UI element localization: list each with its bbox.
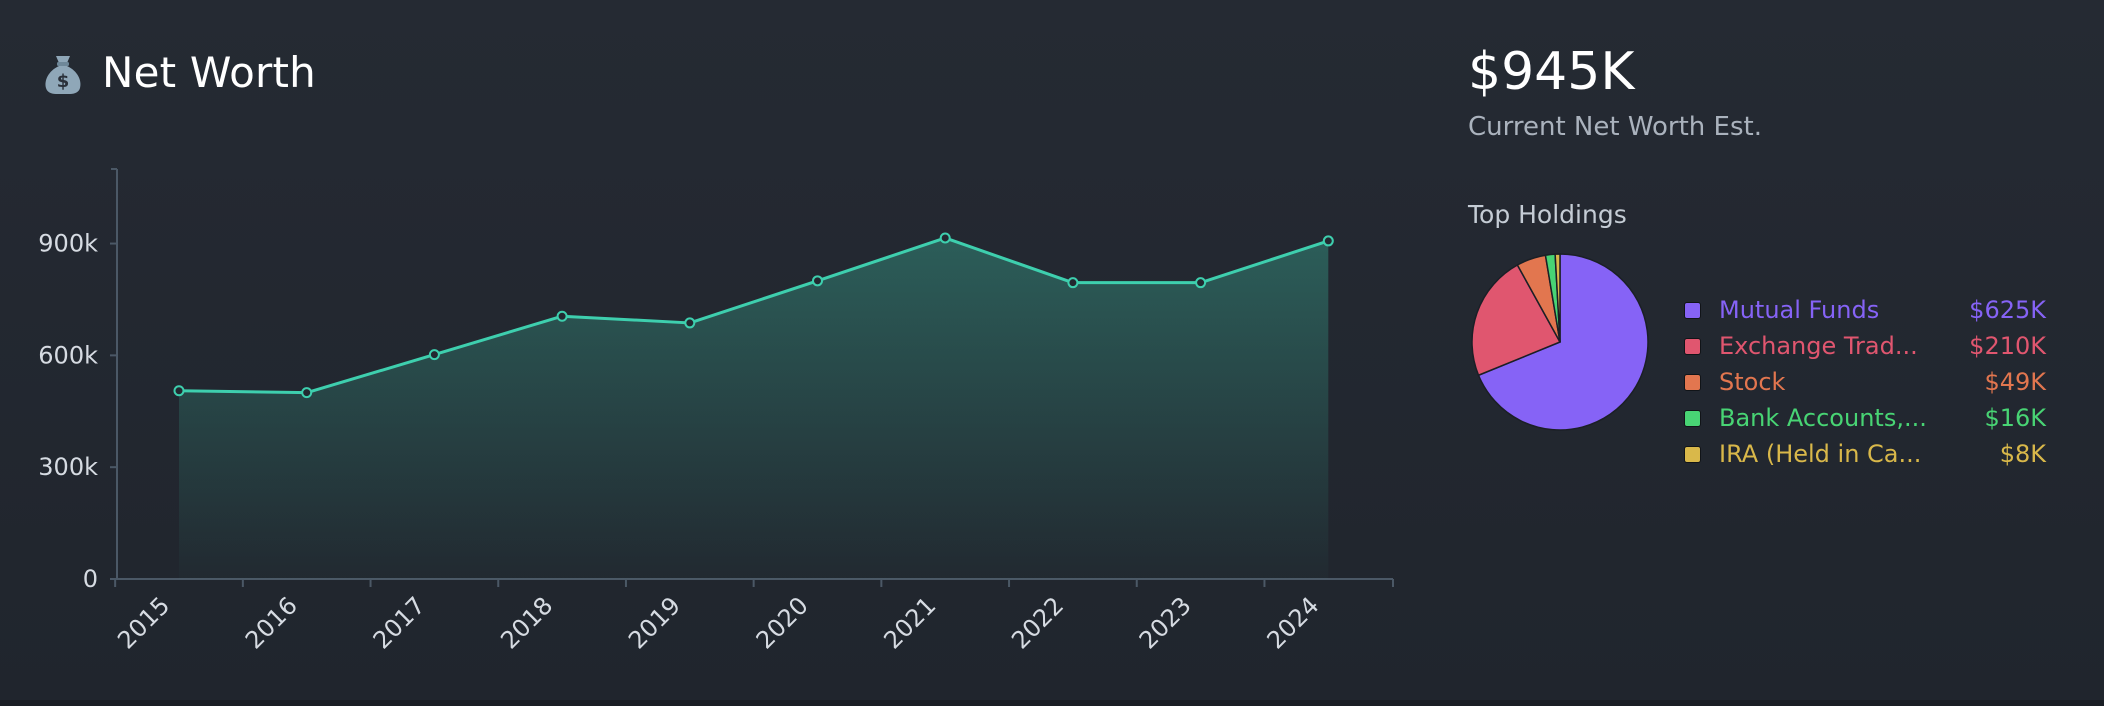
net-worth-caption: Current Net Worth Est. (1468, 112, 1762, 142)
y-tick-label: 900k (38, 230, 98, 258)
legend-value: $625K (1969, 296, 2046, 324)
holdings-title: Top Holdings (1468, 200, 1627, 229)
legend-label: Bank Accounts,... (1719, 404, 1927, 432)
x-tick-label: 2015 (112, 591, 175, 654)
data-point[interactable] (1067, 277, 1079, 289)
bottom-divider (0, 700, 2104, 706)
net-worth-line (178, 236, 1329, 395)
data-point[interactable] (684, 317, 696, 329)
data-point[interactable] (1322, 235, 1334, 247)
y-tick-label: 300k (38, 453, 98, 481)
money-bag-icon: $ (45, 55, 81, 94)
legend-swatch (1684, 301, 1701, 319)
legend-item[interactable]: IRA (Held in Ca... $8K (1684, 436, 2046, 472)
data-point[interactable] (301, 387, 313, 399)
pie-slice[interactable] (1471, 263, 1562, 377)
legend-swatch (1684, 445, 1701, 463)
x-tick-label: 2017 (368, 591, 431, 654)
x-tick-label: 2020 (751, 591, 814, 654)
holdings-legend: Mutual Funds $625K Exchange Trad... $210K St… (1684, 292, 2046, 472)
data-point[interactable] (556, 310, 568, 322)
legend-label: Exchange Trad... (1719, 332, 1918, 360)
pie-slice[interactable] (1477, 253, 1649, 431)
legend-item[interactable]: Exchange Trad... $210K (1684, 328, 2046, 364)
legend-value: $49K (1984, 368, 2046, 396)
x-tick-label: 2023 (1134, 591, 1197, 654)
legend-item[interactable]: Stock $49K (1684, 364, 2046, 400)
pie-slice[interactable] (1554, 253, 1561, 343)
summary-panel: $945K Current Net Worth Est. Top Holding… (1468, 40, 2068, 468)
x-tick-label: 2018 (495, 591, 558, 654)
x-tick-label: 2016 (240, 591, 303, 654)
holdings-pie-chart (1471, 253, 1649, 431)
data-point[interactable] (173, 385, 185, 397)
legend-label: IRA (Held in Ca... (1719, 440, 1922, 468)
legend-swatch (1684, 337, 1701, 355)
data-point[interactable] (428, 349, 440, 361)
x-tick-label: 2024 (1262, 591, 1325, 654)
net-worth-area (179, 237, 1329, 580)
legend-value: $16K (1984, 404, 2046, 432)
data-point[interactable] (939, 232, 951, 244)
y-tick-label: 0 (83, 565, 98, 593)
legend-value: $210K (1969, 332, 2046, 360)
page-title: Net Worth (102, 48, 316, 97)
net-worth-value: $945K (1468, 42, 1635, 102)
legend-value: $8K (1999, 440, 2046, 468)
legend-label: Stock (1719, 368, 1786, 396)
legend-item[interactable]: Mutual Funds $625K (1684, 292, 2046, 328)
data-point[interactable] (1195, 277, 1207, 289)
x-tick-label: 2019 (623, 591, 686, 654)
legend-swatch (1684, 409, 1701, 427)
x-tick-label: 2022 (1006, 591, 1069, 654)
y-tick-label: 600k (38, 341, 98, 369)
legend-item[interactable]: Bank Accounts,... $16K (1684, 400, 2046, 436)
legend-swatch (1684, 373, 1701, 391)
svg-text:$: $ (57, 71, 70, 92)
legend-label: Mutual Funds (1719, 296, 1880, 324)
net-worth-chart: 0 300k 600k 900k 2015 2016 2017 2018 2019 2020 202… (38, 168, 1394, 654)
page-header: $ Net Worth (40, 48, 316, 97)
data-point[interactable] (812, 275, 823, 287)
x-tick-label: 2021 (878, 591, 941, 654)
